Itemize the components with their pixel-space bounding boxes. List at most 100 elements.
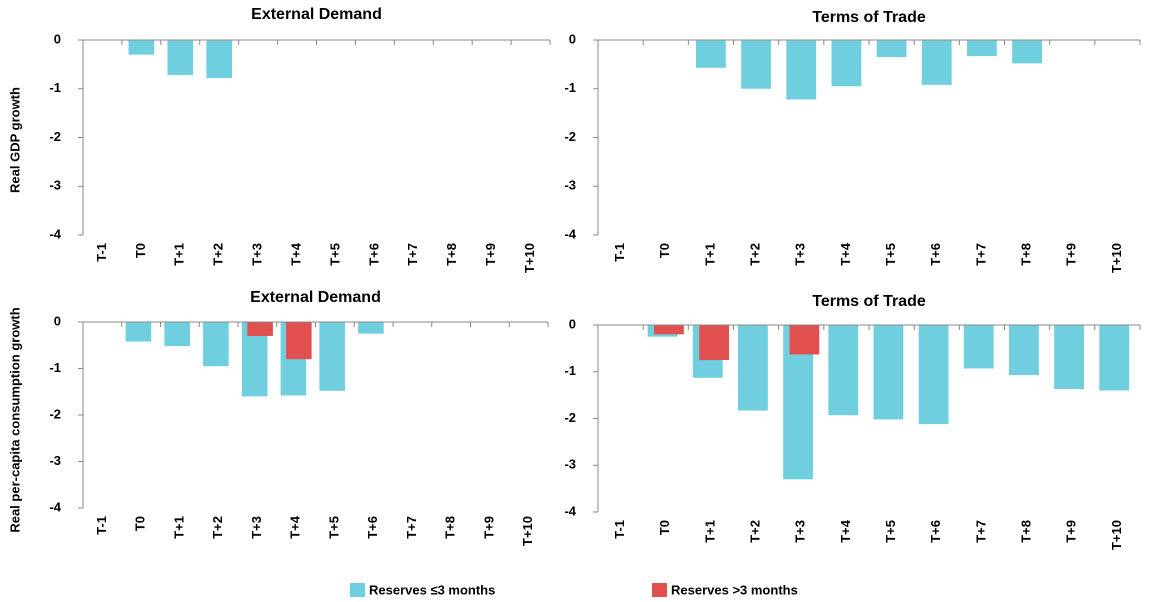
y-tick-label: -3 <box>49 453 61 468</box>
x-tick-label: T+1 <box>172 243 187 266</box>
bar <box>358 322 384 334</box>
bar <box>206 40 233 79</box>
x-tick-label: T0 <box>657 520 672 535</box>
x-tick-label: T+2 <box>210 516 225 539</box>
bar <box>696 40 726 68</box>
bar <box>286 322 312 360</box>
x-tick-label: T+8 <box>1019 243 1034 266</box>
bar <box>247 322 273 336</box>
x-tick-label: T+9 <box>483 243 498 266</box>
x-tick-label: T+10 <box>1109 243 1124 273</box>
x-tick-label: T-1 <box>612 520 627 539</box>
bar <box>789 325 820 355</box>
y-tick-label: -3 <box>564 178 576 193</box>
y-tick-label: -4 <box>49 226 61 241</box>
x-tick-label: T+5 <box>883 520 898 543</box>
chart-title: Terms of Trade <box>812 9 926 26</box>
x-tick-label: T+7 <box>973 243 988 266</box>
y-tick-label: -2 <box>564 129 576 144</box>
bar <box>918 325 949 425</box>
y-tick-label: -2 <box>49 129 61 144</box>
y-tick-label: -2 <box>49 406 61 421</box>
x-tick-label: T+4 <box>838 242 853 266</box>
bar <box>831 40 862 87</box>
y-tick-label: 0 <box>569 316 576 331</box>
y-tick-label: -4 <box>564 226 576 241</box>
x-tick-label: T+10 <box>1109 520 1124 550</box>
x-tick-label: T+5 <box>883 243 898 266</box>
bar <box>203 322 229 367</box>
x-tick-label: T0 <box>657 243 672 258</box>
chart-title: External Demand <box>250 289 381 306</box>
y-tick-label: -3 <box>564 457 576 472</box>
bar <box>1012 40 1042 64</box>
x-tick-label: T+9 <box>481 516 496 539</box>
x-tick-label: T+7 <box>404 516 419 539</box>
bar <box>873 325 904 420</box>
x-tick-label: T+5 <box>327 243 342 266</box>
bar <box>741 40 771 89</box>
bar <box>699 325 729 361</box>
y-tick-label: -4 <box>564 503 576 518</box>
x-tick-label: T+4 <box>288 242 303 266</box>
bar <box>738 325 768 411</box>
bar <box>654 325 684 335</box>
bar <box>1099 325 1130 391</box>
legend-swatch <box>652 583 667 597</box>
x-tick-label: T+4 <box>838 519 853 543</box>
x-tick-label: T+3 <box>793 520 808 543</box>
y-tick-label: 0 <box>54 313 61 328</box>
x-tick-label: T+9 <box>1064 243 1079 266</box>
x-tick-label: T+7 <box>973 520 988 543</box>
y-tick-label: -1 <box>49 80 61 95</box>
x-tick-label: T+6 <box>365 516 380 539</box>
legend-label: Reserves >3 months <box>671 582 798 597</box>
bar <box>164 322 190 347</box>
x-tick-label: T+8 <box>443 516 458 539</box>
x-tick-label: T+2 <box>748 520 763 543</box>
bar <box>828 325 859 416</box>
x-tick-label: T+6 <box>928 243 943 266</box>
bar <box>1054 325 1084 390</box>
y-tick-label: -4 <box>49 499 61 514</box>
x-tick-label: T+10 <box>522 243 537 273</box>
x-tick-label: T+2 <box>211 243 226 266</box>
x-tick-label: T+3 <box>250 243 265 266</box>
y-axis-label: Real per-capita consumption growth <box>7 307 22 532</box>
x-tick-label: T-1 <box>612 243 627 262</box>
bar <box>1009 325 1039 376</box>
y-tick-label: -1 <box>564 363 576 378</box>
x-tick-label: T+1 <box>171 516 186 539</box>
y-tick-label: 0 <box>54 31 61 46</box>
x-tick-label: T+3 <box>249 516 264 539</box>
y-tick-label: 0 <box>569 31 576 46</box>
x-tick-label: T+10 <box>520 516 535 546</box>
x-tick-label: T+6 <box>928 520 943 543</box>
x-tick-label: T-1 <box>94 243 109 262</box>
y-tick-label: -3 <box>49 178 61 193</box>
bar <box>128 40 155 55</box>
bar <box>125 322 152 342</box>
x-tick-label: T+8 <box>1019 520 1034 543</box>
bar <box>963 325 994 369</box>
x-tick-label: T+3 <box>793 243 808 266</box>
bar <box>319 322 345 391</box>
chart-title: External Demand <box>251 6 382 23</box>
bar <box>876 40 907 58</box>
x-tick-label: T+7 <box>405 243 420 266</box>
x-tick-label: T0 <box>133 516 148 531</box>
y-tick-label: -1 <box>564 80 576 95</box>
x-tick-label: T-1 <box>94 516 109 535</box>
x-tick-label: T0 <box>133 243 148 258</box>
x-tick-label: T+1 <box>702 520 717 543</box>
y-tick-label: -1 <box>49 360 61 375</box>
x-tick-label: T+9 <box>1064 520 1079 543</box>
legend-swatch <box>350 583 365 597</box>
bar <box>921 40 952 85</box>
y-tick-label: -2 <box>564 410 576 425</box>
bar <box>967 40 997 57</box>
bar <box>167 40 194 76</box>
x-tick-label: T+6 <box>366 243 381 266</box>
bar <box>786 40 817 100</box>
